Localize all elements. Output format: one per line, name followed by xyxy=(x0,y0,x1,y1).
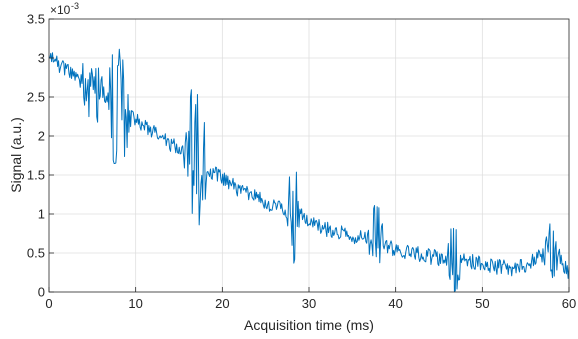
x-tick-label: 0 xyxy=(45,296,52,311)
x-tick-label: 50 xyxy=(475,296,489,311)
y-exponent-power: -3 xyxy=(71,1,79,11)
x-axis-label: Acquisition time (ms) xyxy=(244,317,374,333)
x-tick-label: 40 xyxy=(388,296,402,311)
y-tick-label: 0 xyxy=(38,285,45,300)
x-tick-label: 20 xyxy=(215,296,229,311)
x-axis-ticks: 0 10 20 30 40 50 60 xyxy=(45,287,576,311)
x-tick-label: 30 xyxy=(302,296,316,311)
x-tick-label: 60 xyxy=(562,296,576,311)
y-tick-label: 1.5 xyxy=(27,168,45,183)
y-axis-ticks: 0 0.5 1 1.5 2 2.5 3 3.5 xyxy=(27,12,54,300)
y-tick-label: 3.5 xyxy=(27,12,45,27)
x-tick-label: 10 xyxy=(128,296,142,311)
y-tick-label: 0.5 xyxy=(27,246,45,261)
series-group xyxy=(48,48,570,293)
grid xyxy=(49,19,569,292)
y-tick-label: 2 xyxy=(38,129,45,144)
y-tick-label: 3 xyxy=(38,51,45,66)
y-tick-label: 2.5 xyxy=(27,90,45,105)
y-exponent-base: ×10 xyxy=(50,3,71,17)
signal-line xyxy=(48,48,570,293)
y-tick-label: 1 xyxy=(38,207,45,222)
y-axis-label: Signal (a.u.) xyxy=(8,117,24,192)
